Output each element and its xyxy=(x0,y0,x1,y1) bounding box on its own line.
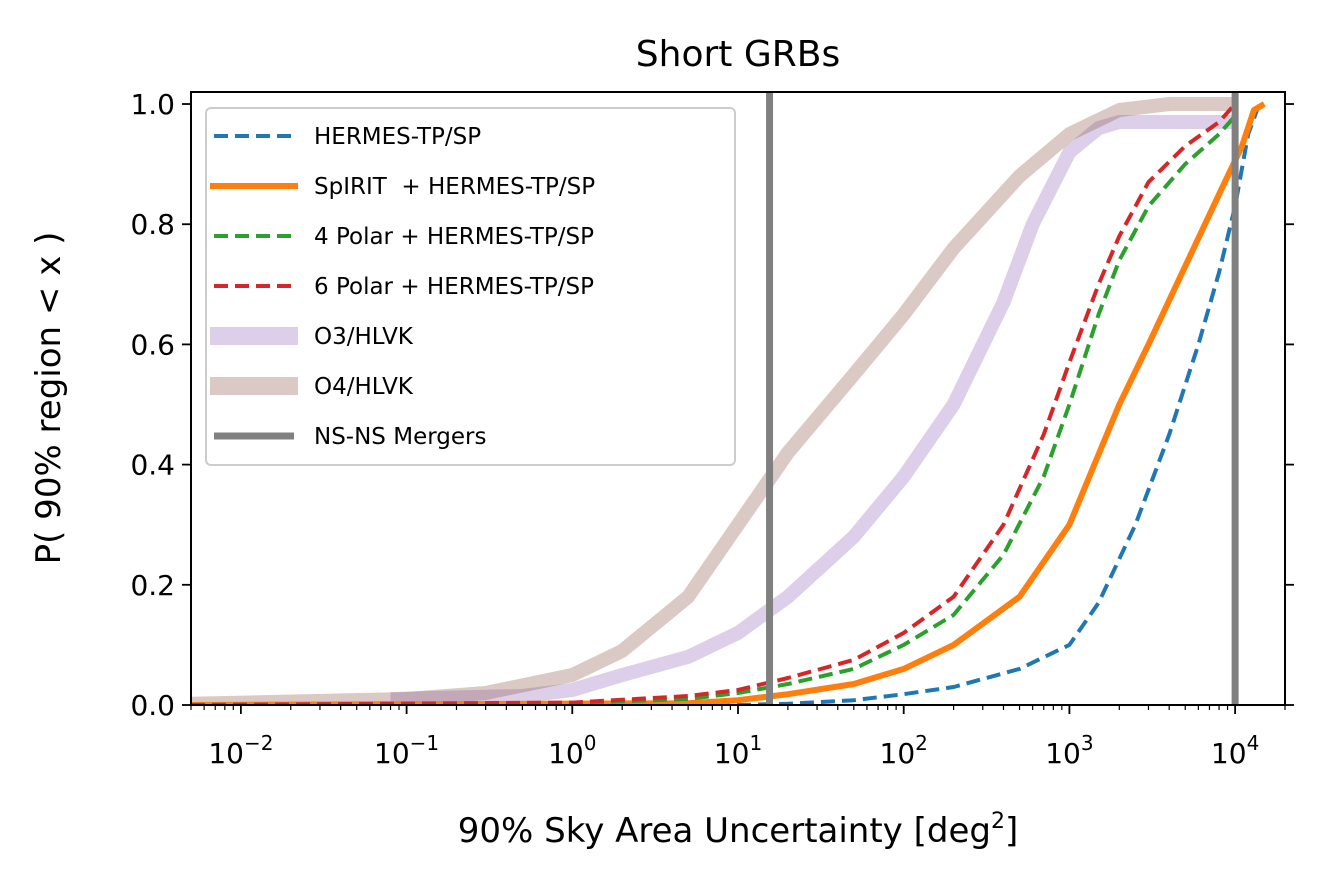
x-tick-label: 103 xyxy=(1045,731,1093,770)
y-tick-label: 0.4 xyxy=(130,449,175,482)
x-tick-label: 104 xyxy=(1211,731,1259,770)
y-axis-label: P( 90% region < x ) xyxy=(29,232,69,565)
series-line-hermes-tp-sp xyxy=(191,103,1262,705)
legend-label-4-polar-hermes-tp-sp: 4 Polar + HERMES-TP/SP xyxy=(314,224,594,250)
ticks-layer: 10−2 10−1 100 101 102 103 104 0.0 0.2 0.4 0.6 0.8 1.… xyxy=(130,88,1294,770)
legend-label-ns-ns-mergers: NS-NS Mergers xyxy=(314,424,486,450)
y-tick-label: 0.0 xyxy=(130,689,175,722)
y-tick-label: 0.6 xyxy=(130,328,175,361)
x-axis-label-sup: 2 xyxy=(991,809,1005,834)
y-tick-label: 0.2 xyxy=(130,569,175,602)
legend-label-6-polar-hermes-tp-sp: 6 Polar + HERMES-TP/SP xyxy=(314,274,594,300)
x-tick-label: 10−2 xyxy=(208,731,273,770)
x-axis-label-main: 90% Sky Area Uncertainty [deg xyxy=(458,811,991,851)
legend-label-o3-hlvk: O3/HLVK xyxy=(314,324,414,350)
chart-title: Short GRBs xyxy=(636,34,840,75)
legend-label-hermes-tp-sp: HERMES-TP/SP xyxy=(314,124,481,150)
legend: HERMES-TP/SP SpIRIT + HERMES-TP/SP 4 Polar… xyxy=(205,107,736,466)
legend-box xyxy=(205,107,736,466)
series-line-o3-hlvk xyxy=(390,115,1236,705)
series-line-o4-hlvk xyxy=(191,97,1236,705)
x-tick-label: 102 xyxy=(880,731,928,770)
series-line-spirit-hermes-tp-sp xyxy=(191,101,1266,705)
x-axis-label-end: ] xyxy=(1005,811,1018,851)
legend-label-spirit-hermes-tp-sp: SpIRIT + HERMES-TP/SP xyxy=(314,174,595,200)
y-tick-label: 0.8 xyxy=(130,208,175,241)
series-line-6-polar-hermes-tp-sp xyxy=(191,102,1237,705)
x-tick-label: 101 xyxy=(714,731,762,770)
x-axis-label: 90% Sky Area Uncertainty [deg2] xyxy=(458,809,1018,851)
series-line-4-polar-hermes-tp-sp xyxy=(191,114,1237,705)
x-tick-label: 100 xyxy=(548,731,596,770)
y-tick-label: 1.0 xyxy=(130,88,175,121)
legend-label-o4-hlvk: O4/HLVK xyxy=(314,374,414,400)
x-tick-label: 10−1 xyxy=(374,731,439,770)
series-layer xyxy=(191,92,1266,705)
